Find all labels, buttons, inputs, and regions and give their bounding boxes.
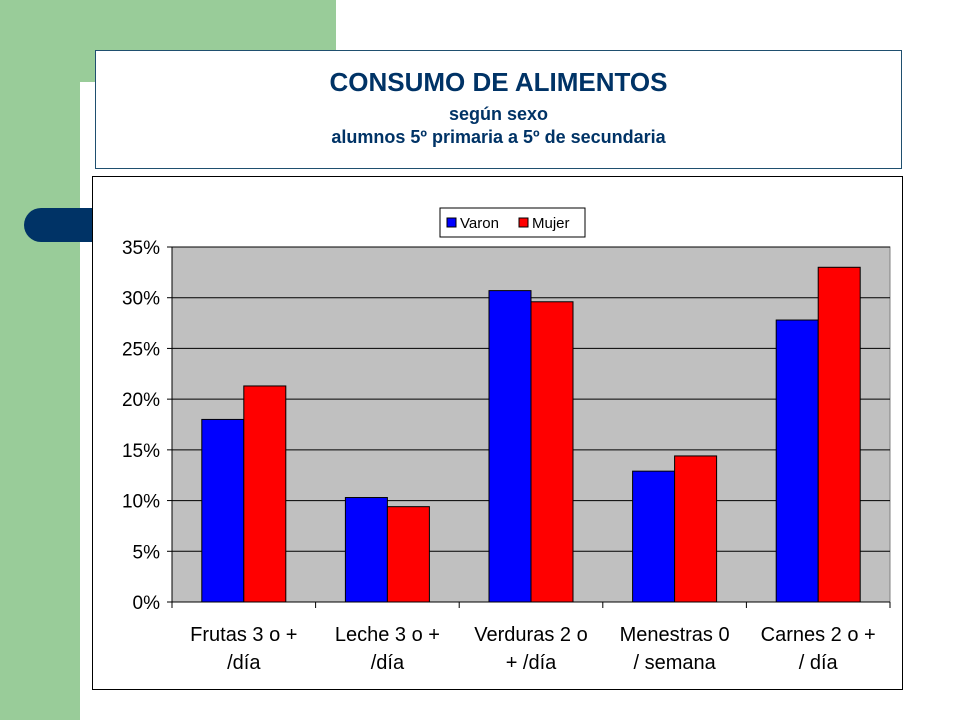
- x-category-label: Verduras 2 o: [474, 624, 587, 646]
- bar-varon: [344, 497, 388, 603]
- title-box: CONSUMO DE ALIMENTOS según sexo alumnos …: [95, 50, 902, 169]
- y-tick-label: 35%: [122, 238, 160, 259]
- bar-varon: [775, 319, 819, 603]
- x-category-label: Menestras 0: [620, 624, 730, 646]
- page-title: CONSUMO DE ALIMENTOS: [329, 67, 668, 97]
- x-category-label: /día: [371, 652, 405, 674]
- subtitle-sex: según sexo: [448, 104, 549, 124]
- bar-mujer: [674, 455, 718, 603]
- bar-mujer: [243, 385, 287, 603]
- subtitle-students: alumnos 5º primaria a 5º de secundaria: [331, 127, 666, 147]
- x-category-label: / día: [799, 652, 839, 674]
- bar-varon: [201, 418, 245, 603]
- bar-varon: [488, 290, 532, 603]
- y-tick-label: 5%: [133, 542, 161, 563]
- y-tick-label: 25%: [122, 339, 160, 360]
- x-category-label: /día: [227, 652, 261, 674]
- bar-mujer: [530, 301, 574, 603]
- y-tick-label: 15%: [122, 441, 160, 462]
- y-tick-label: 10%: [122, 492, 160, 513]
- bar-mujer: [386, 506, 430, 603]
- legend-label-varon: Varon: [460, 215, 499, 232]
- x-category-label: + /día: [506, 652, 557, 674]
- y-tick-label: 30%: [122, 289, 160, 310]
- bar-varon: [632, 470, 676, 603]
- legend-swatch-mujer: [518, 217, 529, 228]
- bar-mujer: [817, 266, 861, 603]
- y-tick-label: 0%: [133, 593, 161, 614]
- left-green-band: [0, 0, 80, 720]
- x-category-label: Frutas 3 o +: [190, 624, 297, 646]
- y-tick-label: 20%: [122, 390, 160, 411]
- legend-swatch-varon: [446, 217, 457, 228]
- bar-chart: 0% 5% 10% 15% 20% 25% 30% 35% Frutas 3 o + /día Le…: [122, 207, 891, 674]
- x-category-label: / semana: [633, 652, 716, 674]
- legend-label-mujer: Mujer: [532, 215, 570, 232]
- x-category-label: Leche 3 o +: [335, 624, 440, 646]
- legend: [439, 207, 586, 238]
- chart-frame: 0% 5% 10% 15% 20% 25% 30% 35% Frutas 3 o + /día Le…: [92, 176, 903, 690]
- x-category-label: Carnes 2 o +: [761, 624, 876, 646]
